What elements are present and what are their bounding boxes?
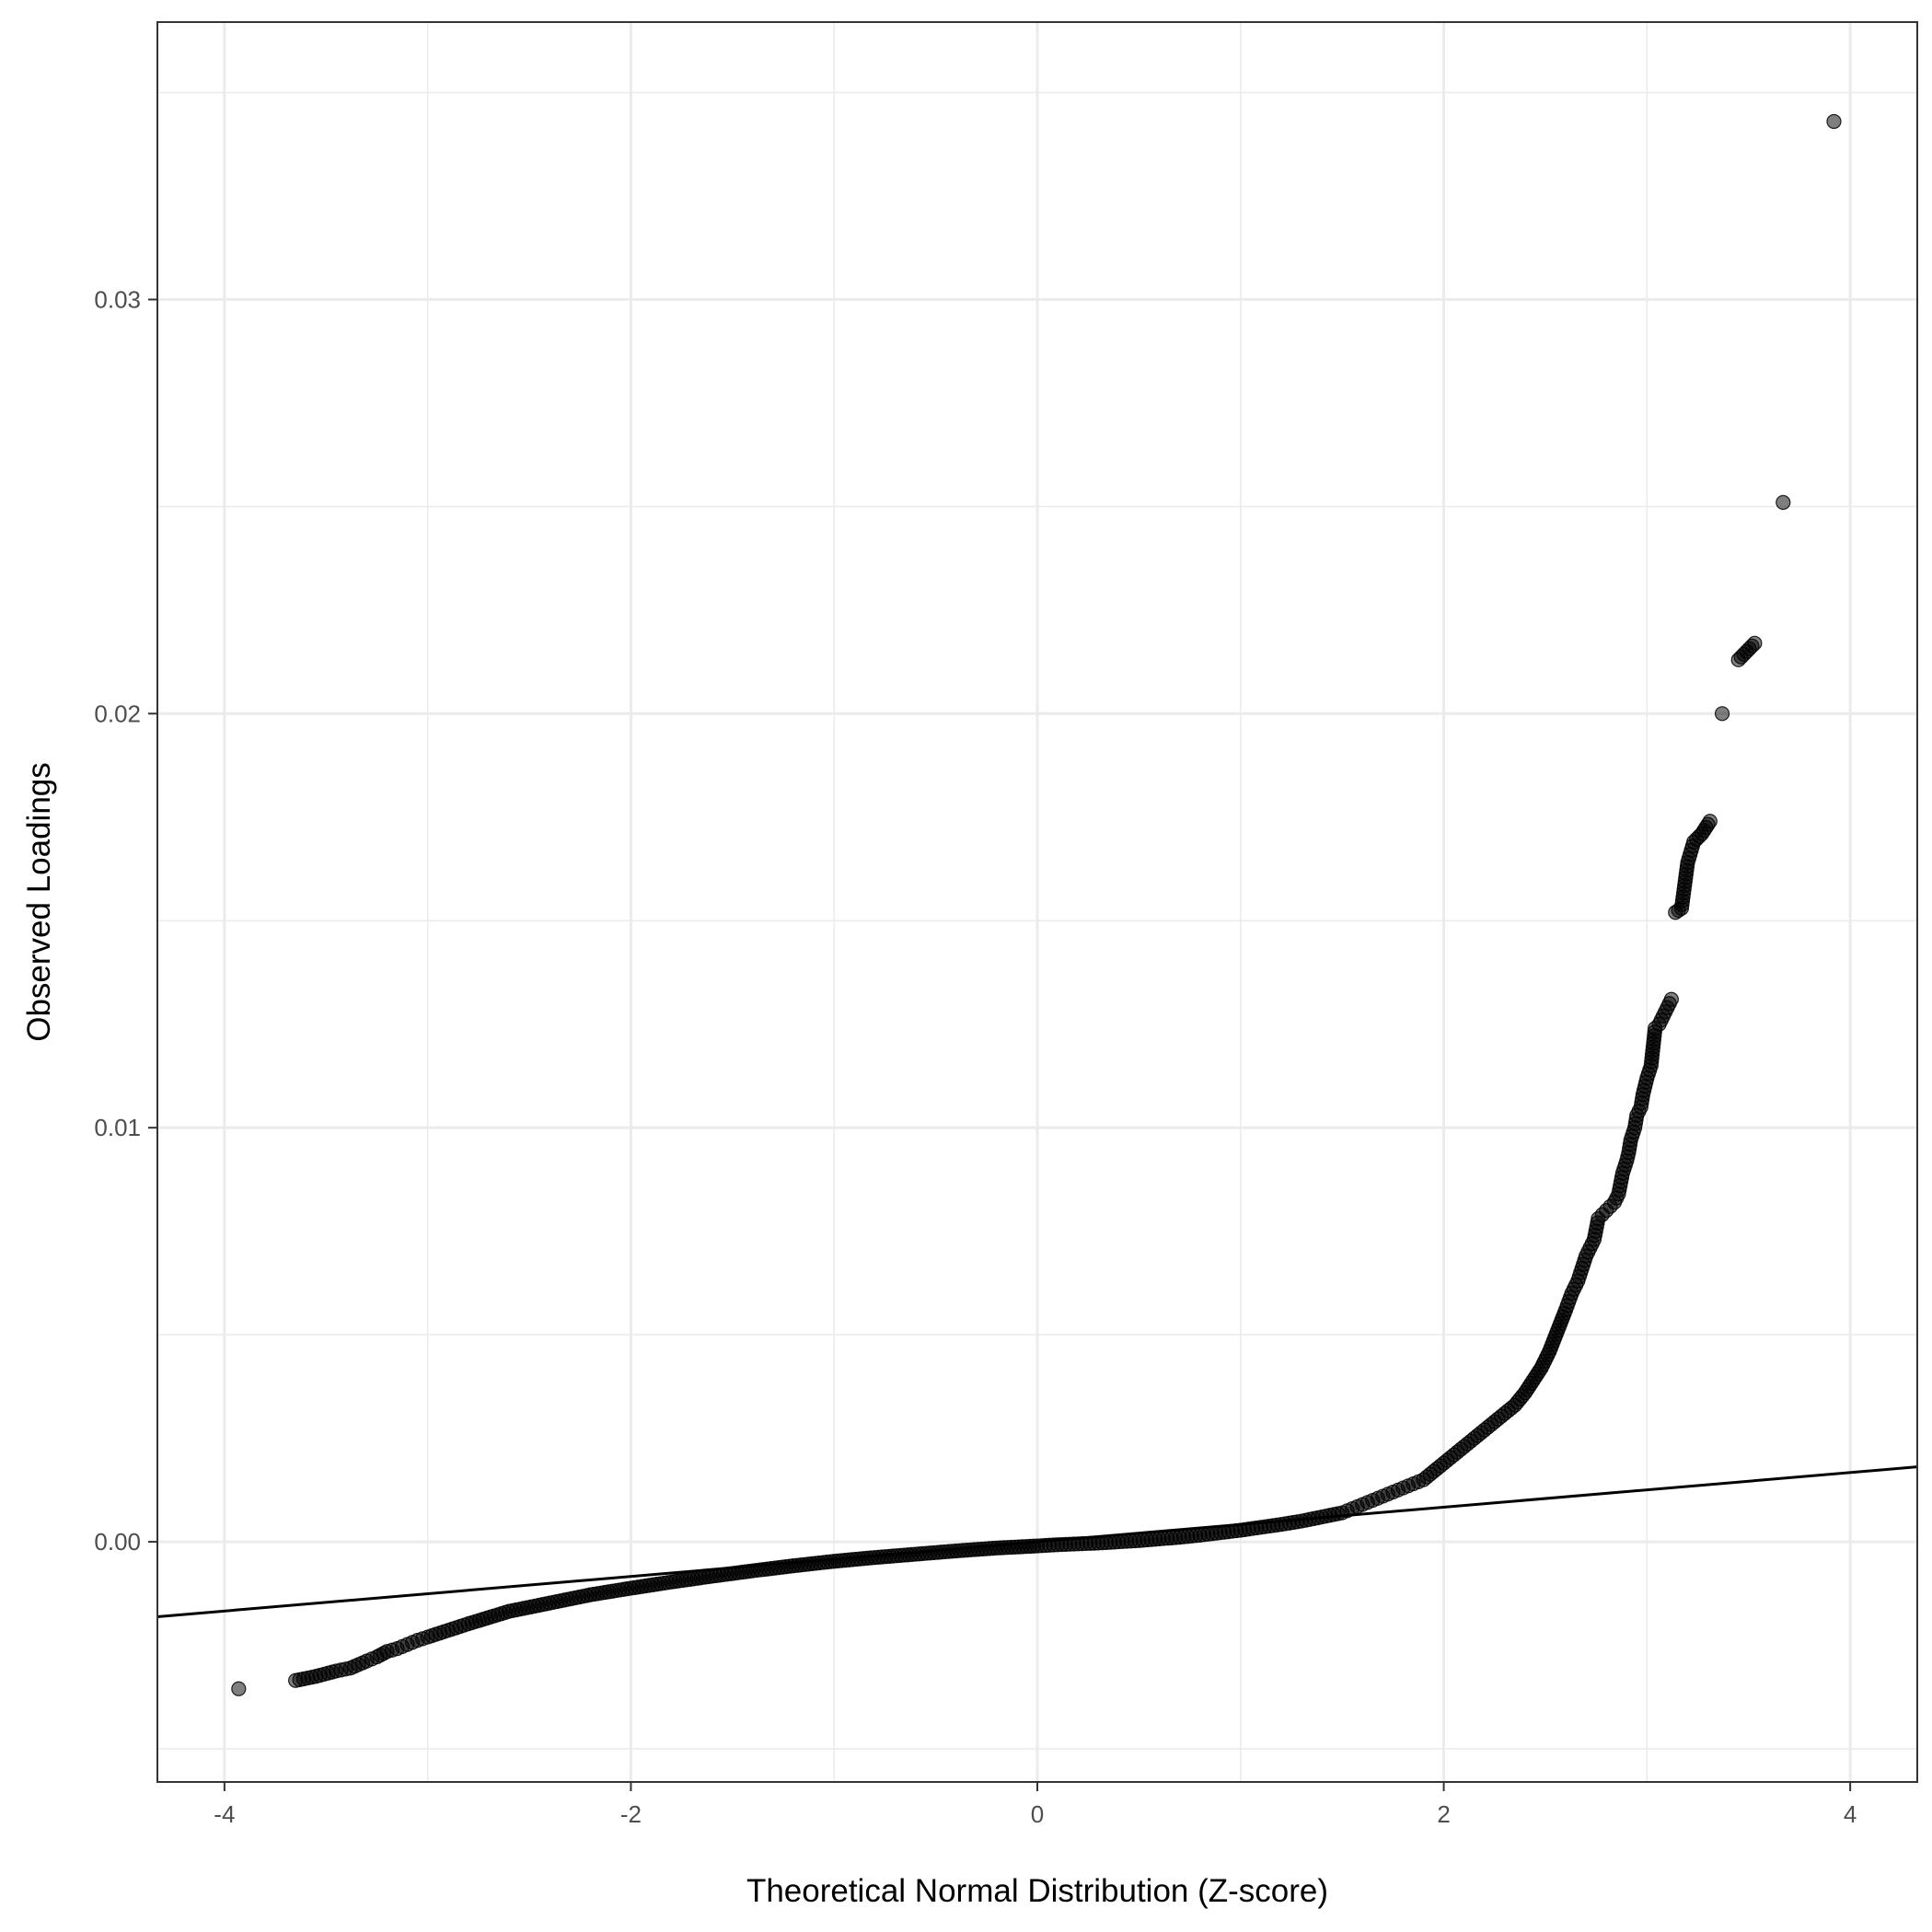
y-tick-label: 0.03 bbox=[94, 285, 141, 313]
x-tick-label: 2 bbox=[1437, 1800, 1450, 1828]
data-point bbox=[1663, 991, 1679, 1007]
y-axis: 0.00 0.01 0.02 0.03 bbox=[94, 285, 157, 1556]
x-axis: -4 -2 0 2 4 bbox=[214, 1782, 1857, 1828]
major-gridlines bbox=[157, 22, 1917, 1782]
x-tick-label: 0 bbox=[1031, 1800, 1044, 1828]
x-tick-label: -4 bbox=[214, 1800, 235, 1828]
data-point bbox=[1702, 814, 1718, 829]
data-point bbox=[1714, 706, 1730, 722]
data-point bbox=[1747, 635, 1763, 651]
x-axis-title: Theoretical Normal Distribution (Z-score… bbox=[746, 1873, 1328, 1909]
data-point bbox=[1776, 494, 1791, 510]
data-point bbox=[231, 1681, 247, 1696]
y-tick-label: 0.01 bbox=[94, 1114, 141, 1141]
x-tick-label: -2 bbox=[620, 1800, 642, 1828]
y-tick-label: 0.02 bbox=[94, 700, 141, 727]
x-tick-label: 4 bbox=[1844, 1800, 1857, 1828]
y-axis-title: Observed Loadings bbox=[21, 762, 57, 1042]
data-point bbox=[1826, 113, 1842, 130]
data-points bbox=[231, 113, 1842, 1696]
y-tick-label: 0.00 bbox=[94, 1528, 141, 1556]
